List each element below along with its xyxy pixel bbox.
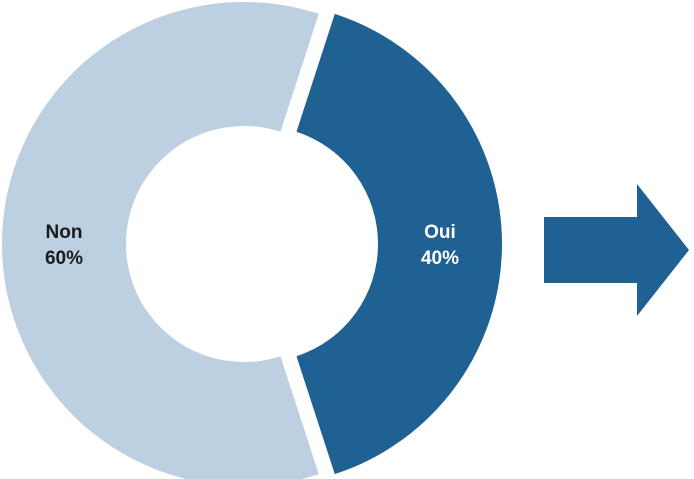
slice-label-non: Non 60% — [45, 222, 83, 269]
slice-category-label: Oui — [424, 222, 456, 243]
slice-labels: Oui 40% Non 60% — [45, 222, 459, 269]
slice-value-label: 40% — [421, 248, 459, 269]
slice-category-label: Non — [46, 222, 83, 243]
slice-non — [2, 2, 319, 479]
arrow-right-icon — [544, 184, 689, 316]
donut-slices — [2, 2, 502, 479]
slice-label-oui: Oui 40% — [421, 222, 459, 269]
slice-oui — [296, 13, 502, 475]
slice-value-label: 60% — [45, 248, 83, 269]
